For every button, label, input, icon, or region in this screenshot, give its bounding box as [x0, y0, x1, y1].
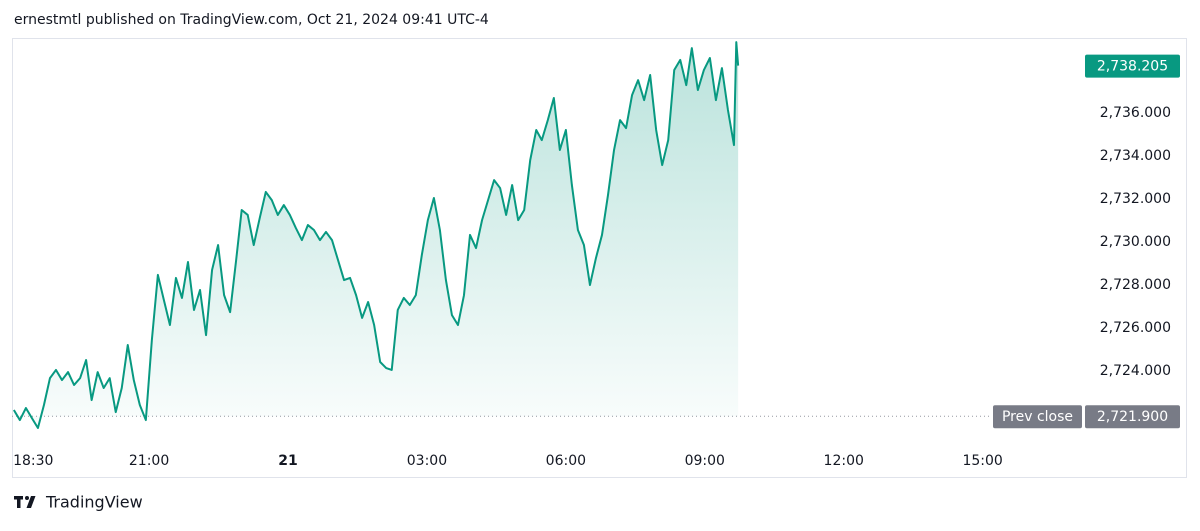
x-tick-label: 21:00 — [129, 453, 169, 469]
price-line — [12, 41, 740, 430]
prev-close-tag — [993, 405, 1082, 429]
footer-logo — [14, 496, 36, 508]
area-fill — [13, 42, 739, 429]
y-tick-label: 2,734.000 — [1100, 148, 1171, 164]
prev-close-name: Prev close — [1002, 409, 1073, 425]
y-tick-label: 2,726.000 — [1100, 320, 1171, 336]
last-price: 2,738.205 — [1097, 59, 1168, 75]
x-tick-label: 09:00 — [685, 453, 725, 469]
y-tick-label: 2,728.000 — [1100, 277, 1171, 293]
x-tick-label: 21 — [278, 453, 297, 469]
x-tick-label: 18:30 — [13, 453, 53, 469]
x-tick-label: 15:00 — [962, 453, 1002, 469]
y-tick-label: 2,730.000 — [1100, 234, 1171, 250]
y-tick-label: 2,736.000 — [1100, 105, 1171, 121]
footer-brand: TradingView — [45, 493, 143, 512]
x-tick-label: 06:00 — [546, 453, 586, 469]
header-text: ernestmtl published on TradingView.com, … — [14, 12, 489, 28]
chart-frame — [12, 38, 1187, 478]
x-tick-label: 12:00 — [824, 453, 864, 469]
prev-close-price-tag — [1085, 405, 1180, 429]
prev-close-price: 2,721.900 — [1097, 409, 1168, 425]
y-tick-label: 2,724.000 — [1100, 363, 1171, 379]
last-price-tag — [1085, 54, 1180, 78]
y-tick-label: 2,732.000 — [1100, 191, 1171, 207]
x-tick-label: 03:00 — [407, 453, 447, 469]
